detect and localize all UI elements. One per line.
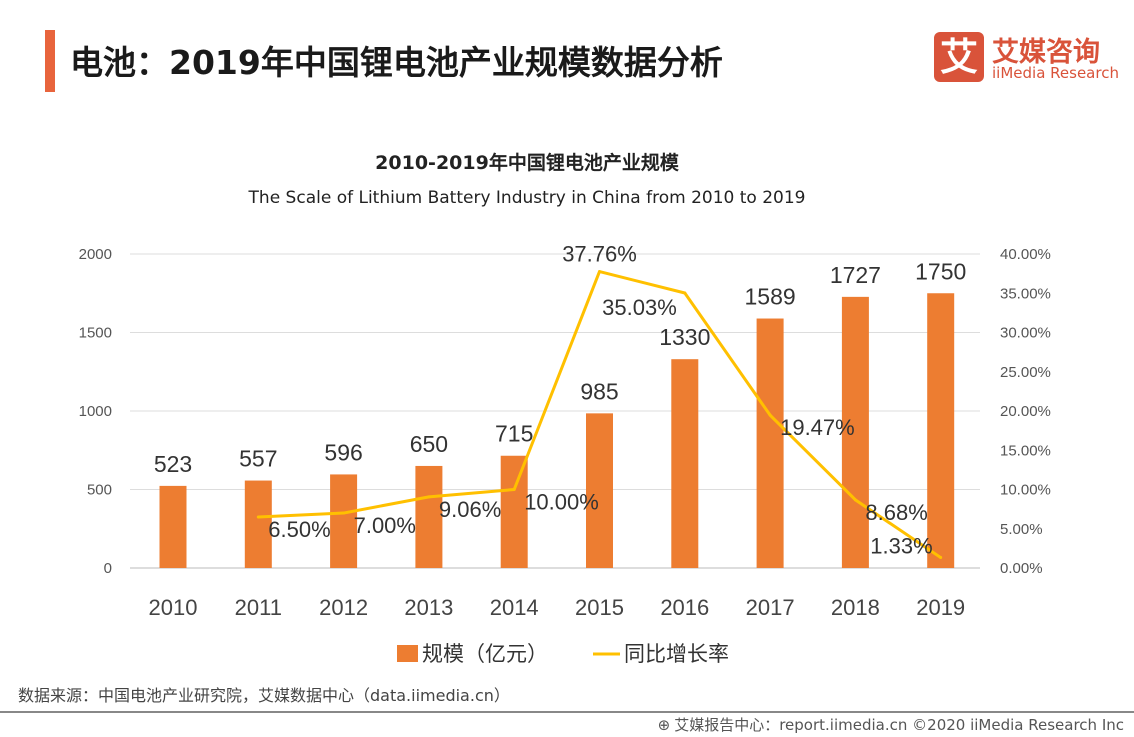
chart: 0 500 1000 1500 2000 0.00% 5.00% 10.00% 15.00% 20…: [79, 242, 1051, 666]
x-tick-label: 2014: [490, 595, 539, 620]
source-note: 数据来源：中国电池产业研究院，艾媒数据中心（data.iimedia.cn）: [18, 686, 510, 705]
line-point: [768, 413, 772, 417]
title-accent-bar: [45, 30, 55, 92]
x-tick-label: 2013: [404, 595, 453, 620]
line-label: 35.03%: [602, 295, 677, 320]
bar-label: 523: [154, 451, 192, 477]
x-tick-label: 2010: [149, 595, 198, 620]
bar: [159, 485, 187, 568]
iimedia-logo: 艾 艾媒咨询 iiMedia Research: [934, 30, 1124, 86]
legend-line-label: 同比增长率: [624, 643, 729, 666]
x-tick-label: 2012: [319, 595, 368, 620]
y-right-tick: 35.00%: [1000, 285, 1051, 302]
bar: [586, 413, 613, 568]
bar-label: 1727: [830, 262, 881, 288]
logo-mark: 艾: [934, 32, 984, 82]
y-right-tick: 40.00%: [1000, 246, 1051, 263]
line-label: 7.00%: [354, 513, 416, 538]
bar-label: 1330: [659, 324, 710, 350]
line-label: 8.68%: [865, 500, 927, 525]
bar-label: 596: [324, 439, 362, 465]
legend-bar-label: 规模（亿元）: [422, 643, 548, 666]
y-left-tick: 2000: [79, 246, 112, 263]
x-tick-label: 2016: [660, 595, 709, 620]
x-tick-label: 2015: [575, 595, 624, 620]
footer-divider: [0, 711, 1134, 713]
line-point: [939, 556, 943, 560]
x-tick-label: 2011: [235, 595, 282, 620]
page-title: 电池：2019年中国锂电池产业规模数据分析: [70, 43, 723, 82]
bar: [927, 293, 955, 568]
y-right-tick: 20.00%: [1000, 403, 1051, 420]
line-label: 19.47%: [780, 415, 855, 440]
footer-text: 艾媒报告中心：report.iimedia.cn ©2020 iiMedia R…: [674, 716, 1124, 734]
logo-en: iiMedia Research: [992, 64, 1119, 82]
x-tick-label: 2019: [916, 595, 965, 620]
bar: [841, 296, 869, 568]
y-right-tick: 25.00%: [1000, 364, 1051, 381]
line-point: [512, 488, 516, 491]
y-right-tick: 15.00%: [1000, 442, 1051, 459]
bar: [671, 359, 699, 568]
line-point: [342, 511, 346, 515]
y-right-tick: 5.00%: [1000, 521, 1043, 538]
line-label: 9.06%: [439, 497, 501, 522]
line-label: 10.00%: [524, 490, 599, 515]
bar-label: 715: [495, 421, 533, 447]
y-right-tick: 10.00%: [1000, 482, 1051, 499]
line-point: [256, 515, 260, 519]
bar: [415, 465, 443, 568]
y-left-tick: 1500: [79, 325, 112, 342]
y-left-tick: 1000: [79, 403, 112, 420]
bar: [500, 455, 528, 568]
chart-title: 2010-2019年中国锂电池产业规模: [375, 152, 679, 174]
y-left-tick: 500: [87, 482, 112, 499]
footer: ⊕ 艾媒报告中心：report.iimedia.cn ©2020 iiMedia …: [658, 714, 1124, 735]
line-label: 6.50%: [268, 517, 330, 542]
line-point: [598, 270, 601, 274]
bar-label: 1750: [915, 258, 966, 284]
y-left-tick: 0: [104, 560, 112, 577]
y-right-tick: 0.00%: [1000, 560, 1043, 577]
bar-label: 650: [410, 431, 448, 457]
bar: [756, 318, 784, 568]
legend-bar-swatch: [397, 645, 418, 662]
bar: [330, 474, 358, 568]
line-label: 1.33%: [870, 534, 932, 559]
globe-cursor-icon: ⊕: [657, 716, 671, 734]
bar-label: 985: [580, 378, 618, 404]
y-right-tick: 30.00%: [1000, 325, 1051, 342]
x-tick-label: 2018: [831, 595, 880, 620]
line-label: 37.76%: [562, 242, 637, 267]
line-point: [853, 498, 857, 502]
bar: [244, 480, 272, 568]
bar-label: 557: [239, 446, 277, 472]
line-point: [683, 291, 687, 295]
x-tick-label: 2017: [746, 595, 795, 620]
line-point: [427, 495, 431, 499]
chart-subtitle: The Scale of Lithium Battery Industry in…: [248, 188, 806, 208]
bar-label: 1589: [745, 284, 796, 310]
logo-cn: 艾媒咨询: [992, 37, 1100, 68]
